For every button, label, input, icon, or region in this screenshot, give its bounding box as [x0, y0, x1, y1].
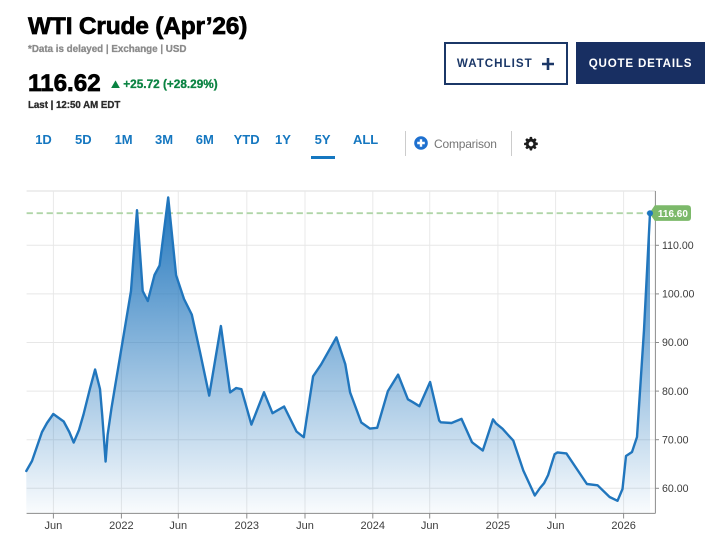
svg-text:70.00: 70.00: [662, 434, 689, 446]
svg-text:2024: 2024: [361, 520, 385, 532]
svg-text:Jun: Jun: [547, 520, 565, 532]
svg-text:100.00: 100.00: [662, 289, 695, 301]
svg-text:2025: 2025: [486, 520, 510, 532]
svg-text:Jun: Jun: [421, 520, 439, 532]
svg-text:90.00: 90.00: [662, 337, 689, 349]
svg-text:Jun: Jun: [296, 520, 314, 532]
svg-text:Jun: Jun: [45, 520, 63, 532]
svg-text:60.00: 60.00: [662, 483, 689, 495]
svg-text:80.00: 80.00: [662, 386, 689, 398]
svg-text:Jun: Jun: [169, 520, 187, 532]
svg-text:110.00: 110.00: [662, 240, 694, 252]
svg-text:2022: 2022: [109, 520, 133, 532]
svg-text:2026: 2026: [611, 520, 635, 532]
svg-text:2023: 2023: [235, 520, 259, 532]
svg-text:116.60: 116.60: [658, 209, 688, 220]
